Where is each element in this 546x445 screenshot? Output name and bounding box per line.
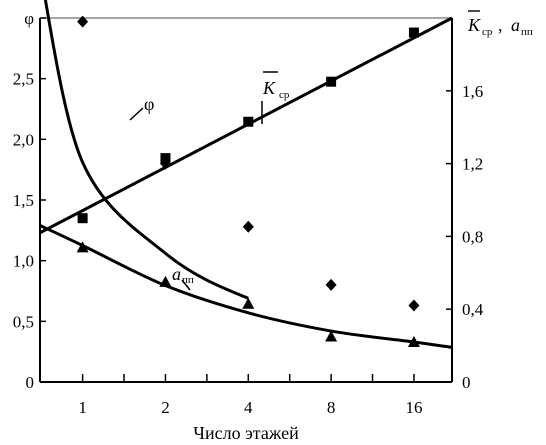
x-axis-title: Число этажей — [193, 423, 299, 443]
series-2-point — [76, 241, 89, 253]
x-tick-label: 1 — [78, 398, 87, 417]
series-2-point — [242, 297, 255, 309]
series-0-point — [242, 220, 254, 233]
right-tick-label: 1,6 — [462, 82, 483, 101]
series-2-point — [159, 275, 172, 287]
phi-series-label: φ — [129, 94, 154, 121]
svg-text:,: , — [498, 15, 503, 35]
series-2-line — [39, 224, 453, 349]
series-1-point — [160, 153, 171, 164]
series-2-point — [325, 330, 338, 342]
right-axis-title: K ср , a пп — [467, 10, 533, 38]
left-tick-label: 2,0 — [13, 130, 34, 149]
left-tick-label: 1,5 — [13, 191, 34, 210]
right-tick-label: 1,2 — [462, 155, 483, 174]
series-0-point — [325, 278, 337, 291]
right-tick-label: 0,8 — [462, 227, 483, 246]
svg-text:ср: ср — [482, 26, 493, 38]
x-tick-label: 8 — [327, 398, 336, 417]
left-tick-label: 1,0 — [13, 252, 34, 271]
svg-text:ср: ср — [279, 89, 290, 101]
svg-text:a: a — [511, 15, 520, 35]
x-tick-label: 4 — [244, 398, 253, 417]
svg-text:K: K — [467, 15, 481, 35]
svg-text:K: K — [262, 78, 276, 98]
left-tick-label: 0 — [26, 373, 35, 392]
a-series-label: a пп — [172, 264, 194, 291]
k-series-label: K ср — [261, 71, 290, 124]
svg-text:пп: пп — [182, 274, 194, 286]
right-tick-label: 0,4 — [462, 300, 484, 319]
series-2-point — [407, 335, 420, 347]
left-tick-label: 2,5 — [13, 70, 34, 89]
series-1-point — [77, 213, 88, 224]
series-1-point — [326, 76, 337, 87]
right-tick-label: 0 — [462, 373, 471, 392]
svg-text:φ: φ — [144, 94, 154, 114]
series-0-line — [43, 0, 249, 300]
series-0-point — [408, 299, 420, 312]
svg-text:a: a — [172, 264, 181, 284]
x-tick-label: 16 — [405, 398, 422, 417]
series-0-point — [77, 15, 89, 28]
svg-text:пп: пп — [521, 26, 533, 38]
x-tick-label: 2 — [161, 398, 170, 417]
series-1-point — [408, 27, 419, 38]
series-1-point — [243, 116, 254, 127]
left-tick-label: 0,5 — [13, 312, 34, 331]
left-tick-label: φ — [24, 9, 34, 28]
